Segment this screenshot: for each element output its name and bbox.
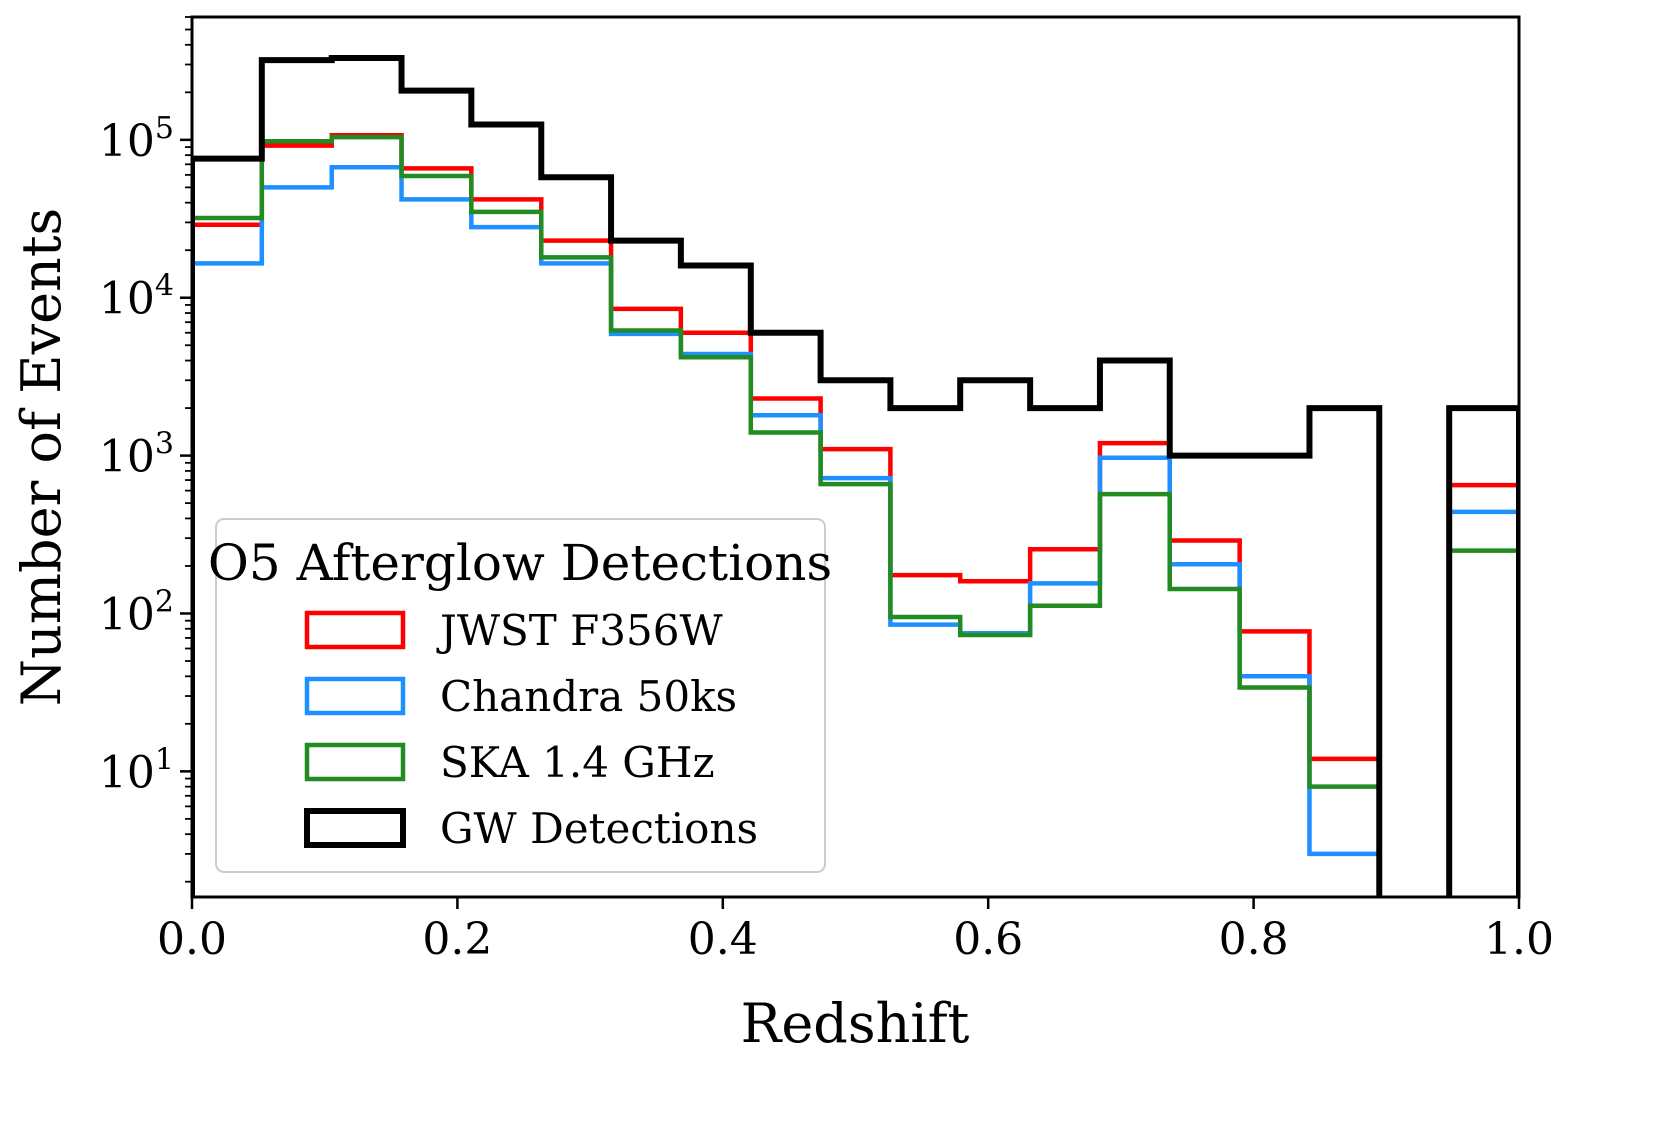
legend-label-jwst-f356w: JWST F356W bbox=[436, 606, 723, 655]
legend-swatch-jwst-f356w bbox=[304, 610, 406, 650]
x-tick-label: 0.2 bbox=[422, 914, 492, 965]
y-tick-label: 103 bbox=[99, 427, 174, 483]
y-axis-title: Number of Events bbox=[10, 208, 73, 706]
y-tick-label: 101 bbox=[99, 742, 174, 798]
legend-swatch-gw-detections bbox=[304, 808, 406, 848]
legend-swatch-chandra-50ks bbox=[304, 676, 406, 716]
x-tick-label: 1.0 bbox=[1484, 914, 1554, 965]
series-line-gw-detections bbox=[192, 54, 1519, 897]
legend-title: O5 Afterglow Detections bbox=[208, 534, 832, 592]
legend-label-gw-detections: GW Detections bbox=[440, 804, 758, 853]
x-tick-label: 0.8 bbox=[1219, 914, 1289, 965]
x-axis-ticks: 0.0 0.2 0.4 0.6 0.8 1.0 bbox=[157, 897, 1554, 965]
y-axis-ticks: 101 102 103 104 105 bbox=[99, 16, 192, 883]
y-tick-label: 102 bbox=[99, 584, 174, 640]
series-gw-detections bbox=[192, 54, 1519, 897]
series-layer bbox=[192, 54, 1519, 897]
x-tick-label: 0.4 bbox=[688, 914, 758, 965]
legend-label-chandra-50ks: Chandra 50ks bbox=[440, 672, 737, 721]
legend-label-ska-1-4-ghz: SKA 1.4 GHz bbox=[440, 738, 715, 787]
x-tick-label: 0.6 bbox=[953, 914, 1023, 965]
x-tick-label: 0.0 bbox=[157, 914, 227, 965]
plot-frame bbox=[190, 15, 1521, 899]
legend-swatch-ska-1-4-ghz bbox=[304, 742, 406, 782]
legend: O5 Afterglow Detections JWST F356W Chandr… bbox=[208, 518, 832, 873]
y-tick-label: 104 bbox=[99, 269, 174, 325]
legend-box bbox=[215, 518, 826, 873]
y-tick-label: 105 bbox=[99, 111, 174, 167]
x-axis-title: Redshift bbox=[741, 992, 970, 1055]
legend-entries: JWST F356W Chandra 50ks SKA 1.4 GHz GW Dete… bbox=[304, 606, 758, 853]
series-line-ska-1-4-ghz bbox=[192, 134, 1519, 897]
series-ska-1-4-ghz bbox=[192, 134, 1519, 897]
